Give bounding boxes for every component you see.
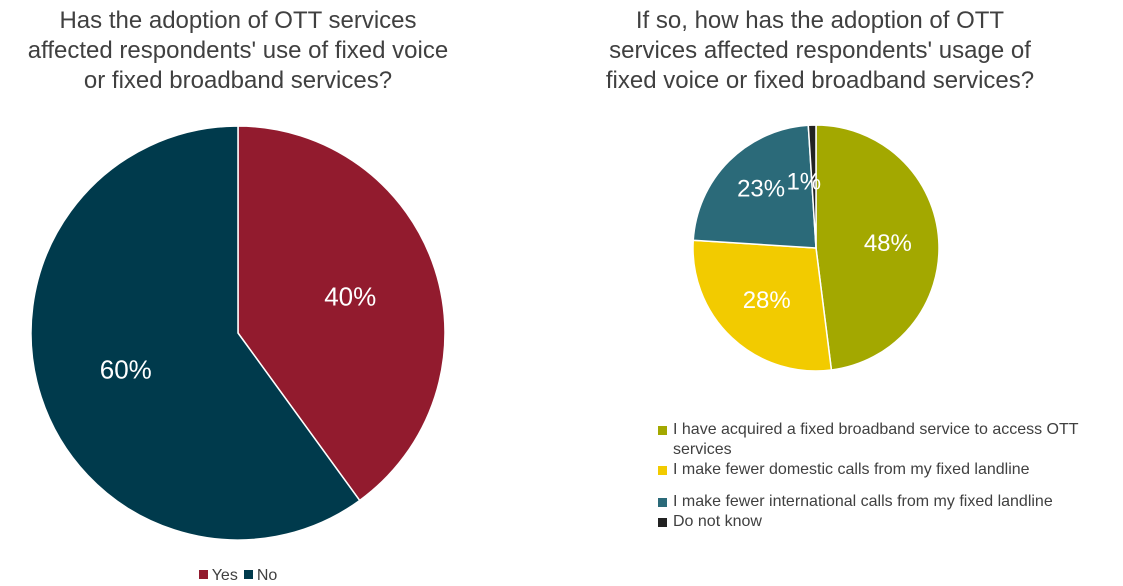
right-data-label-i-have-acquired-a-fixed-broadband-servic: 48% [864, 230, 912, 257]
left-legend-label: No [256, 567, 278, 584]
right-legend-label: I make fewer international calls from my… [673, 493, 1053, 510]
right-legend-label: Do not know [673, 513, 762, 530]
left-legend-label: Yes [211, 567, 238, 584]
left-slice-no [30, 125, 361, 541]
right-slice-i-make-fewer-international-calls-from-my [692, 124, 817, 249]
right-data-label-i-make-fewer-international-calls-from-my: 23% [737, 176, 785, 203]
left-legend-swatch [198, 570, 208, 579]
left-slice-yes [237, 125, 446, 502]
right-chart-title: If so, how has the adoption of OTT servi… [605, 7, 1035, 94]
left-data-label-yes: 40% [324, 282, 376, 312]
left-legend-item-yes: Yes [198, 566, 238, 586]
right-data-label-do-not-know: 1% [786, 169, 821, 196]
right-slice-i-have-acquired-a-fixed-broadband-servic [815, 124, 940, 371]
right-legend-label: I make fewer domestic calls from my fixe… [673, 461, 1030, 478]
left-legend-item-no: No [243, 566, 278, 586]
right-slice-do-not-know [807, 124, 817, 249]
right-legend-label: I have acquired a fixed broadband servic… [673, 421, 1079, 458]
right-legend-item-i-have-acquired-a-fixed-broadband-servic: I have acquired a fixed broadband servic… [658, 420, 1123, 460]
right-data-label-i-make-fewer-domestic-calls-from-my-fixe: 28% [743, 287, 791, 314]
right-legend-item-i-make-fewer-domestic-calls-from-my-fixe: I make fewer domestic calls from my fixe… [658, 460, 1118, 480]
left-data-label-no: 60% [100, 354, 152, 384]
right-legend-swatch [658, 426, 667, 435]
left-chart-legend: Yes No [0, 566, 476, 586]
right-legend-swatch [658, 518, 667, 527]
left-legend-swatch [243, 570, 253, 579]
right-legend-item-i-make-fewer-international-calls-from-my: I make fewer international calls from my… [658, 492, 1118, 512]
right-chart-legend: I have acquired a fixed broadband servic… [658, 420, 1118, 532]
right-legend-swatch [658, 466, 667, 475]
right-slice-i-make-fewer-domestic-calls-from-my-fixe [692, 239, 833, 372]
right-legend-item-do-not-know: Do not know [658, 512, 1118, 532]
right-legend-swatch [658, 498, 667, 507]
left-chart-title: Has the adoption of OTT services affecte… [27, 7, 449, 94]
